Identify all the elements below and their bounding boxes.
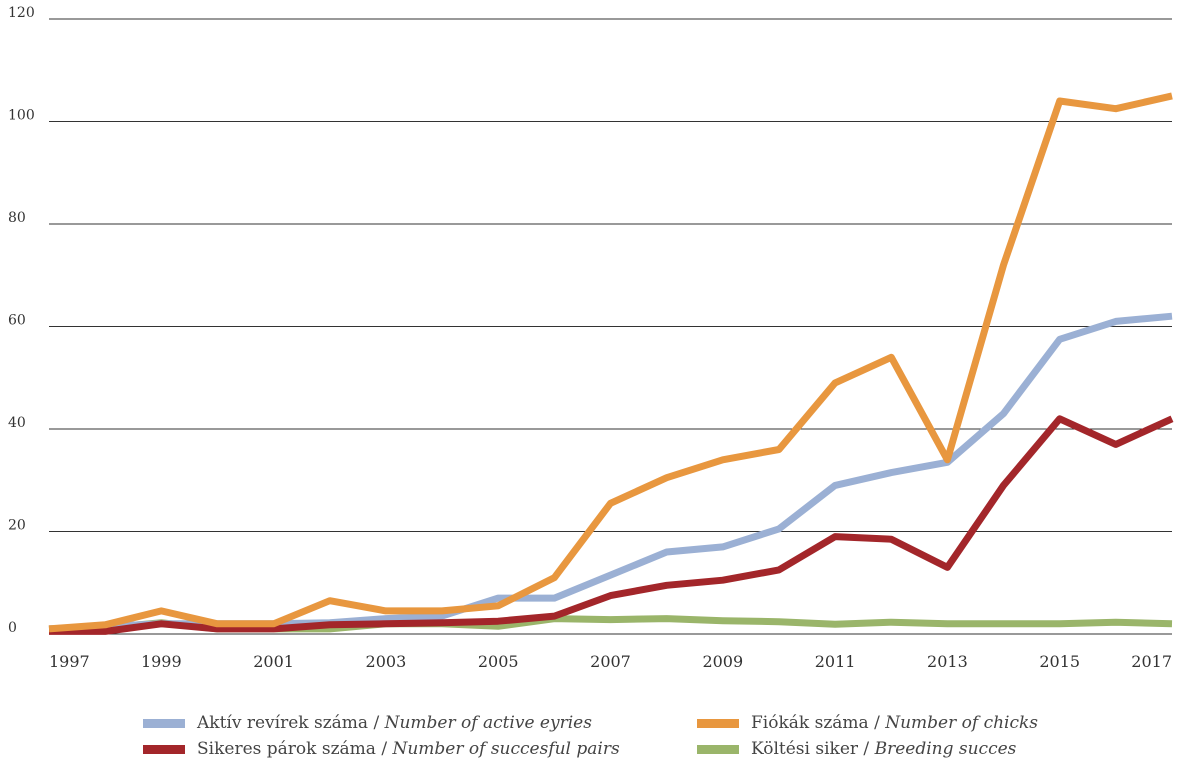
legend-item-active-eyries: Aktív revírek száma / Number of active e… — [143, 713, 592, 733]
y-tick-label: 80 — [8, 210, 26, 226]
x-tick-label: 2001 — [253, 652, 294, 671]
series-line-1 — [48, 92, 1173, 633]
x-tick-label: 2015 — [1039, 652, 1080, 671]
series-lines — [48, 92, 1174, 635]
x-tick-label: 2011 — [815, 652, 856, 671]
legend-swatch — [143, 718, 185, 728]
gridlines — [49, 18, 1172, 635]
legend-item-successful-pairs: Sikeres párok száma / Number of succesfu… — [143, 739, 620, 759]
y-tick-label: 60 — [8, 313, 26, 329]
x-tick-label: 2009 — [702, 652, 743, 671]
line-chart: 0 20 40 60 80 100 120 1997 1999 2001 2003 2005 2007… — [8, 5, 1174, 671]
legend-label: Fiókák száma / Number of chicks — [751, 713, 1039, 733]
y-axis-labels: 0 20 40 60 80 100 120 — [8, 5, 35, 636]
y-tick-label: 100 — [8, 108, 35, 124]
x-axis-labels: 1997 1999 2001 2003 2005 2007 2009 2011 2013 2015… — [49, 652, 1172, 671]
y-tick-label: 40 — [8, 415, 26, 431]
x-tick-label: 2005 — [478, 652, 519, 671]
legend-label: Aktív revírek száma / Number of active e… — [197, 713, 592, 733]
legend: Aktív revírek száma / Number of active e… — [0, 710, 1190, 764]
x-tick-label: 2007 — [590, 652, 631, 671]
x-tick-label: 1997 — [49, 652, 90, 671]
x-tick-label: 2013 — [927, 652, 968, 671]
series-line-0 — [48, 312, 1173, 633]
x-tick-label: 2003 — [366, 652, 407, 671]
y-tick-label: 120 — [8, 5, 35, 21]
x-tick-label: 2017 — [1131, 652, 1172, 671]
legend-item-breeding-success: Költési siker / Breeding succes — [697, 739, 1016, 759]
legend-label: Költési siker / Breeding succes — [751, 739, 1017, 759]
series-line-2 — [49, 415, 1174, 635]
legend-swatch — [143, 744, 185, 754]
y-tick-label: 20 — [8, 518, 26, 534]
legend-label: Sikeres párok száma / Number of succesfu… — [197, 739, 620, 759]
x-tick-label: 1999 — [141, 652, 182, 671]
legend-item-chicks: Fiókák száma / Number of chicks — [697, 713, 1038, 733]
legend-swatch — [697, 744, 739, 754]
y-tick-label: 0 — [8, 620, 17, 636]
legend-swatch — [697, 718, 739, 728]
